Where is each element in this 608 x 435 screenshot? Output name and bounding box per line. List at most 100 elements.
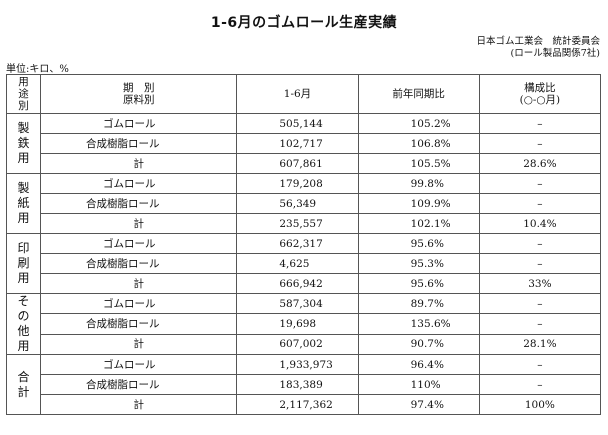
header-period-material: 期 別 原料別 — [40, 74, 238, 114]
yoy-ratio: 110% — [357, 374, 480, 395]
use-category-char: 印 — [17, 241, 30, 255]
table-row: 計 235,557 102.1% 10.4% — [7, 213, 602, 234]
yoy-ratio: 97.4% — [357, 394, 480, 415]
material-name: 計 — [40, 333, 238, 356]
yoy-ratio: 135.6% — [357, 313, 480, 335]
yoy-ratio: 102.1% — [357, 213, 480, 234]
period-value: 587,304 — [236, 292, 359, 315]
composition-ratio: – — [478, 173, 602, 194]
use-category-char: 製 — [17, 121, 30, 135]
yoy-ratio: 105.2% — [357, 113, 480, 134]
table-row: 計 666,942 95.6% 33% — [7, 273, 602, 294]
period-value: 179,208 — [236, 173, 359, 194]
composition-ratio: – — [478, 374, 602, 395]
use-category: 印刷用 — [5, 233, 42, 294]
use-category-char: そ — [17, 294, 30, 308]
use-category: 合計 — [5, 354, 42, 415]
period-value: 505,144 — [236, 113, 359, 134]
period-value: 662,317 — [236, 233, 359, 254]
composition-ratio: – — [478, 193, 602, 214]
use-category: その他用 — [5, 293, 42, 355]
source-line-2: (ロール製品関係7社) — [510, 48, 600, 59]
table-row: 合成樹脂ロール 19,698 135.6% – — [7, 313, 602, 335]
period-value: 56,349 — [236, 193, 359, 214]
use-category-char: 計 — [17, 384, 30, 399]
composition-ratio: – — [478, 113, 602, 134]
table-row: 合成樹脂ロール 102,717 106.8% – — [7, 133, 602, 154]
period-value: 19,698 — [236, 313, 359, 335]
yoy-ratio: 109.9% — [357, 193, 480, 214]
material-name: ゴムロール — [40, 292, 238, 315]
table-row: 計 607,861 105.5% 28.6% — [7, 153, 602, 174]
table-row: 合成樹脂ロール 56,349 109.9% – — [7, 193, 602, 214]
material-name: 合成樹脂ロール — [40, 193, 238, 214]
composition-ratio: – — [478, 133, 602, 154]
period-value: 666,942 — [236, 273, 359, 294]
period-value: 4,625 — [236, 253, 359, 274]
table-row: 合成樹脂ロール 4,625 95.3% – — [7, 253, 602, 274]
table-row: 計 607,002 90.7% 28.1% — [7, 333, 602, 356]
yoy-ratio: 99.8% — [357, 173, 480, 194]
material-name: ゴムロール — [40, 354, 238, 375]
table-row: 計 2,117,362 97.4% 100% — [7, 394, 602, 415]
material-name: 計 — [40, 273, 238, 294]
header-comp-label: 構成比 — [524, 82, 556, 94]
material-name: 計 — [40, 213, 238, 234]
yoy-ratio: 95.6% — [357, 233, 480, 254]
period-value: 1,933,973 — [236, 354, 359, 375]
table-row: 合計ゴムロール 1,933,973 96.4% – — [5, 354, 602, 415]
header-col-composition: 構成比 (○-○月) — [478, 74, 602, 114]
use-category: 製紙用 — [5, 173, 42, 234]
header-use-char: 別 — [18, 100, 29, 112]
period-value: 607,861 — [236, 153, 359, 174]
header-use: 用 途 別 — [5, 74, 42, 114]
table-row: 合成樹脂ロール 183,389 110% – — [7, 374, 602, 395]
header-col-period: 1-6月 — [236, 74, 359, 114]
material-name: 計 — [40, 394, 238, 415]
header-material: 原料別 — [122, 94, 155, 106]
yoy-ratio: 96.4% — [357, 354, 480, 375]
header-comp-period: (○-○月) — [519, 94, 561, 106]
material-name: 合成樹脂ロール — [40, 133, 238, 154]
use-category-char: 用 — [17, 271, 30, 285]
composition-ratio: – — [478, 313, 602, 335]
composition-ratio: – — [478, 292, 602, 315]
header-row: 用 途 別 期 別 原料別 1-6月 前年同期比 構成比 (○-○月) — [5, 74, 602, 114]
material-name: 計 — [40, 153, 238, 174]
composition-ratio: – — [478, 253, 602, 274]
composition-ratio: 10.4% — [478, 213, 602, 234]
period-value: 183,389 — [236, 374, 359, 395]
header-use-char: 途 — [18, 88, 29, 100]
yoy-ratio: 106.8% — [357, 133, 480, 154]
use-category-char: 合 — [17, 369, 30, 384]
use-category-char: 用 — [17, 151, 30, 165]
header-use-char: 用 — [18, 76, 29, 88]
page-title: 1-6月のゴムロール生産実績 — [210, 15, 398, 31]
material-name: ゴムロール — [40, 233, 238, 254]
yoy-ratio: 90.7% — [357, 333, 480, 356]
yoy-ratio: 95.6% — [357, 273, 480, 294]
composition-ratio: 100% — [478, 394, 602, 415]
use-category-char: 他 — [17, 324, 30, 338]
unit-label: 単位:キロ、% — [6, 64, 69, 75]
material-name: 合成樹脂ロール — [40, 374, 238, 395]
period-value: 235,557 — [236, 213, 359, 234]
use-category: 製鉄用 — [5, 113, 42, 174]
period-value: 102,717 — [236, 133, 359, 154]
use-category-char: 紙 — [17, 196, 30, 210]
use-category-char: の — [17, 309, 30, 323]
material-name: ゴムロール — [40, 173, 238, 194]
composition-ratio: – — [478, 354, 602, 375]
material-name: ゴムロール — [40, 113, 238, 134]
composition-ratio: 28.1% — [478, 333, 602, 356]
composition-ratio: 28.6% — [478, 153, 602, 174]
material-name: 合成樹脂ロール — [40, 313, 238, 335]
material-name: 合成樹脂ロール — [40, 253, 238, 274]
yoy-ratio: 95.3% — [357, 253, 480, 274]
header-col-yoy: 前年同期比 — [357, 74, 480, 114]
source-line-1: 日本ゴム工業会 統計委員会 — [476, 36, 600, 47]
period-value: 607,002 — [236, 333, 359, 356]
use-category-char: 製 — [17, 181, 30, 195]
table-body: 製鉄用ゴムロール 505,144 105.2% – 合成樹脂ロール 102,717 106.… — [5, 113, 602, 415]
table-row: その他用ゴムロール 587,304 89.7% – — [5, 292, 602, 355]
